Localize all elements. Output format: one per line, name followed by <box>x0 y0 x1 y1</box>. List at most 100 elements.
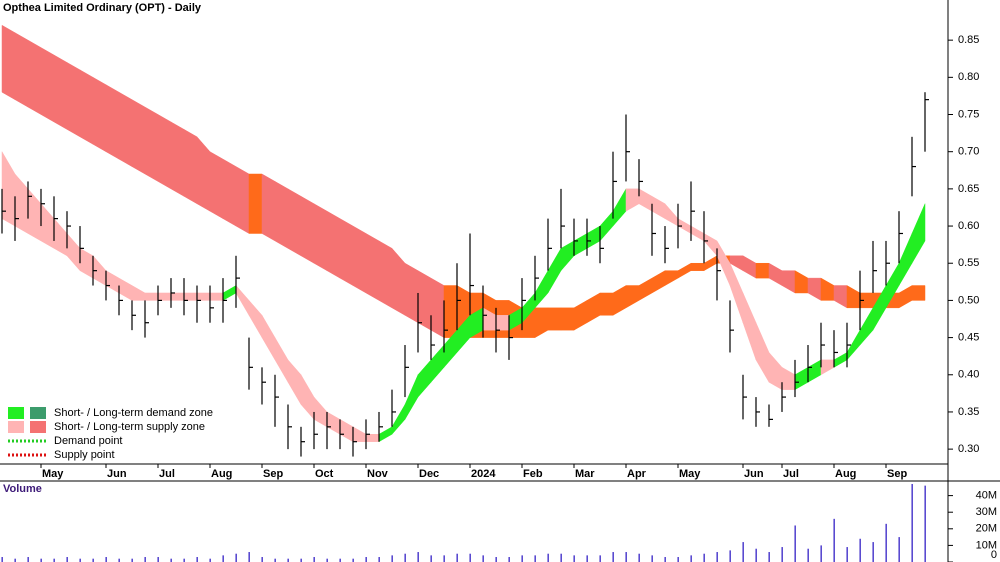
x-tick-label: Oct <box>315 468 334 480</box>
volume-bar <box>859 538 861 562</box>
band-segment <box>183 128 198 205</box>
x-tick-label: Jul <box>783 468 799 480</box>
band-segment <box>183 292 198 301</box>
legend-label: Short- / Long-term supply zone <box>54 421 205 433</box>
volume-bar <box>14 558 16 562</box>
x-tick-label: May <box>679 468 701 480</box>
band-segment <box>287 188 302 257</box>
volume-bar <box>261 557 263 562</box>
x-tick-label: Feb <box>523 468 543 480</box>
volume-bar <box>924 485 926 562</box>
band-segment <box>196 292 211 301</box>
x-tick-label: 2024 <box>471 468 496 480</box>
band-segment <box>118 91 133 167</box>
band-segment <box>170 121 185 197</box>
band-segment <box>157 114 172 190</box>
band-segment <box>131 99 146 175</box>
x-tick-label: Apr <box>627 468 647 480</box>
y-tick-label: 0.45 <box>958 331 979 343</box>
legend-swatch <box>8 421 24 433</box>
volume-bar <box>677 557 679 562</box>
band-segment <box>157 292 172 301</box>
y-tick-label: 0 <box>991 549 997 561</box>
volume-bar <box>404 553 406 562</box>
volume-bar <box>547 553 549 562</box>
volume-bar <box>196 557 198 562</box>
volume-bar <box>651 555 653 562</box>
y-tick-label: 0.85 <box>958 34 979 46</box>
x-tick-label: Sep <box>263 468 283 480</box>
volume-bar <box>625 552 627 562</box>
band-segment <box>248 173 263 234</box>
volume-title: Volume <box>3 483 42 495</box>
x-tick-label: Jul <box>159 468 175 480</box>
volume-bar <box>274 558 276 562</box>
band-segment <box>326 210 341 279</box>
volume-bar <box>27 557 29 562</box>
legend-label: Demand point <box>54 435 123 447</box>
x-tick-label: May <box>42 468 64 480</box>
volume-bar <box>807 548 809 562</box>
volume-bar <box>417 552 419 562</box>
band-segment <box>66 62 81 138</box>
volume-bar <box>781 547 783 562</box>
band-segment <box>209 151 224 220</box>
band-segment <box>911 203 926 265</box>
band-segment <box>365 233 380 301</box>
x-tick-label: Jun <box>107 468 127 480</box>
volume-bar <box>443 555 445 562</box>
volume-bar <box>833 518 835 562</box>
volume-bar <box>560 553 562 562</box>
volume-bar <box>768 552 770 562</box>
band-segment <box>14 32 29 108</box>
volume-bar <box>534 555 536 562</box>
legend-swatch <box>30 407 46 419</box>
band-segment <box>170 292 185 301</box>
x-tick-label: Nov <box>367 468 389 480</box>
band-segment <box>1 24 16 101</box>
volume-bar <box>898 537 900 562</box>
band-segment <box>27 39 42 115</box>
y-tick-label: 0.60 <box>958 220 979 232</box>
x-tick-label: Mar <box>575 468 595 480</box>
volume-bar <box>469 553 471 562</box>
volume-bar <box>352 558 354 562</box>
volume-bar <box>755 548 757 562</box>
x-tick-label: Sep <box>887 468 907 480</box>
y-tick-label: 0.55 <box>958 257 979 269</box>
y-tick-label: 0.80 <box>958 71 979 83</box>
volume-bar <box>92 558 94 562</box>
legend-swatch <box>30 421 46 433</box>
volume-bar <box>365 557 367 562</box>
y-tick-label: 40M <box>976 490 997 502</box>
volume-bar <box>664 557 666 562</box>
volume-bar <box>235 553 237 562</box>
band-segment <box>313 203 328 272</box>
volume-bar <box>391 555 393 562</box>
volume-bar <box>703 553 705 562</box>
volume-bar <box>820 545 822 562</box>
volume-bar <box>222 555 224 562</box>
band-segment <box>417 270 432 331</box>
band-segment <box>105 84 120 160</box>
volume-bar <box>105 557 107 562</box>
volume-bar <box>170 558 172 562</box>
band-segment <box>300 195 315 264</box>
volume-bar <box>599 555 601 562</box>
volume-bar <box>495 557 497 562</box>
band-segment <box>430 277 445 339</box>
y-tick-label: 0.50 <box>958 294 979 306</box>
volume-bar <box>846 547 848 562</box>
volume-bar <box>911 483 913 562</box>
volume-bar <box>885 523 887 562</box>
y-tick-label: 0.30 <box>958 443 979 455</box>
band-segment <box>40 47 55 123</box>
band-segment <box>235 166 250 234</box>
volume-bar <box>378 557 380 562</box>
volume-bar <box>508 557 510 562</box>
volume-bar <box>300 558 302 562</box>
band-segment <box>261 173 276 242</box>
band-segment <box>755 262 770 279</box>
band-segment <box>599 292 614 316</box>
